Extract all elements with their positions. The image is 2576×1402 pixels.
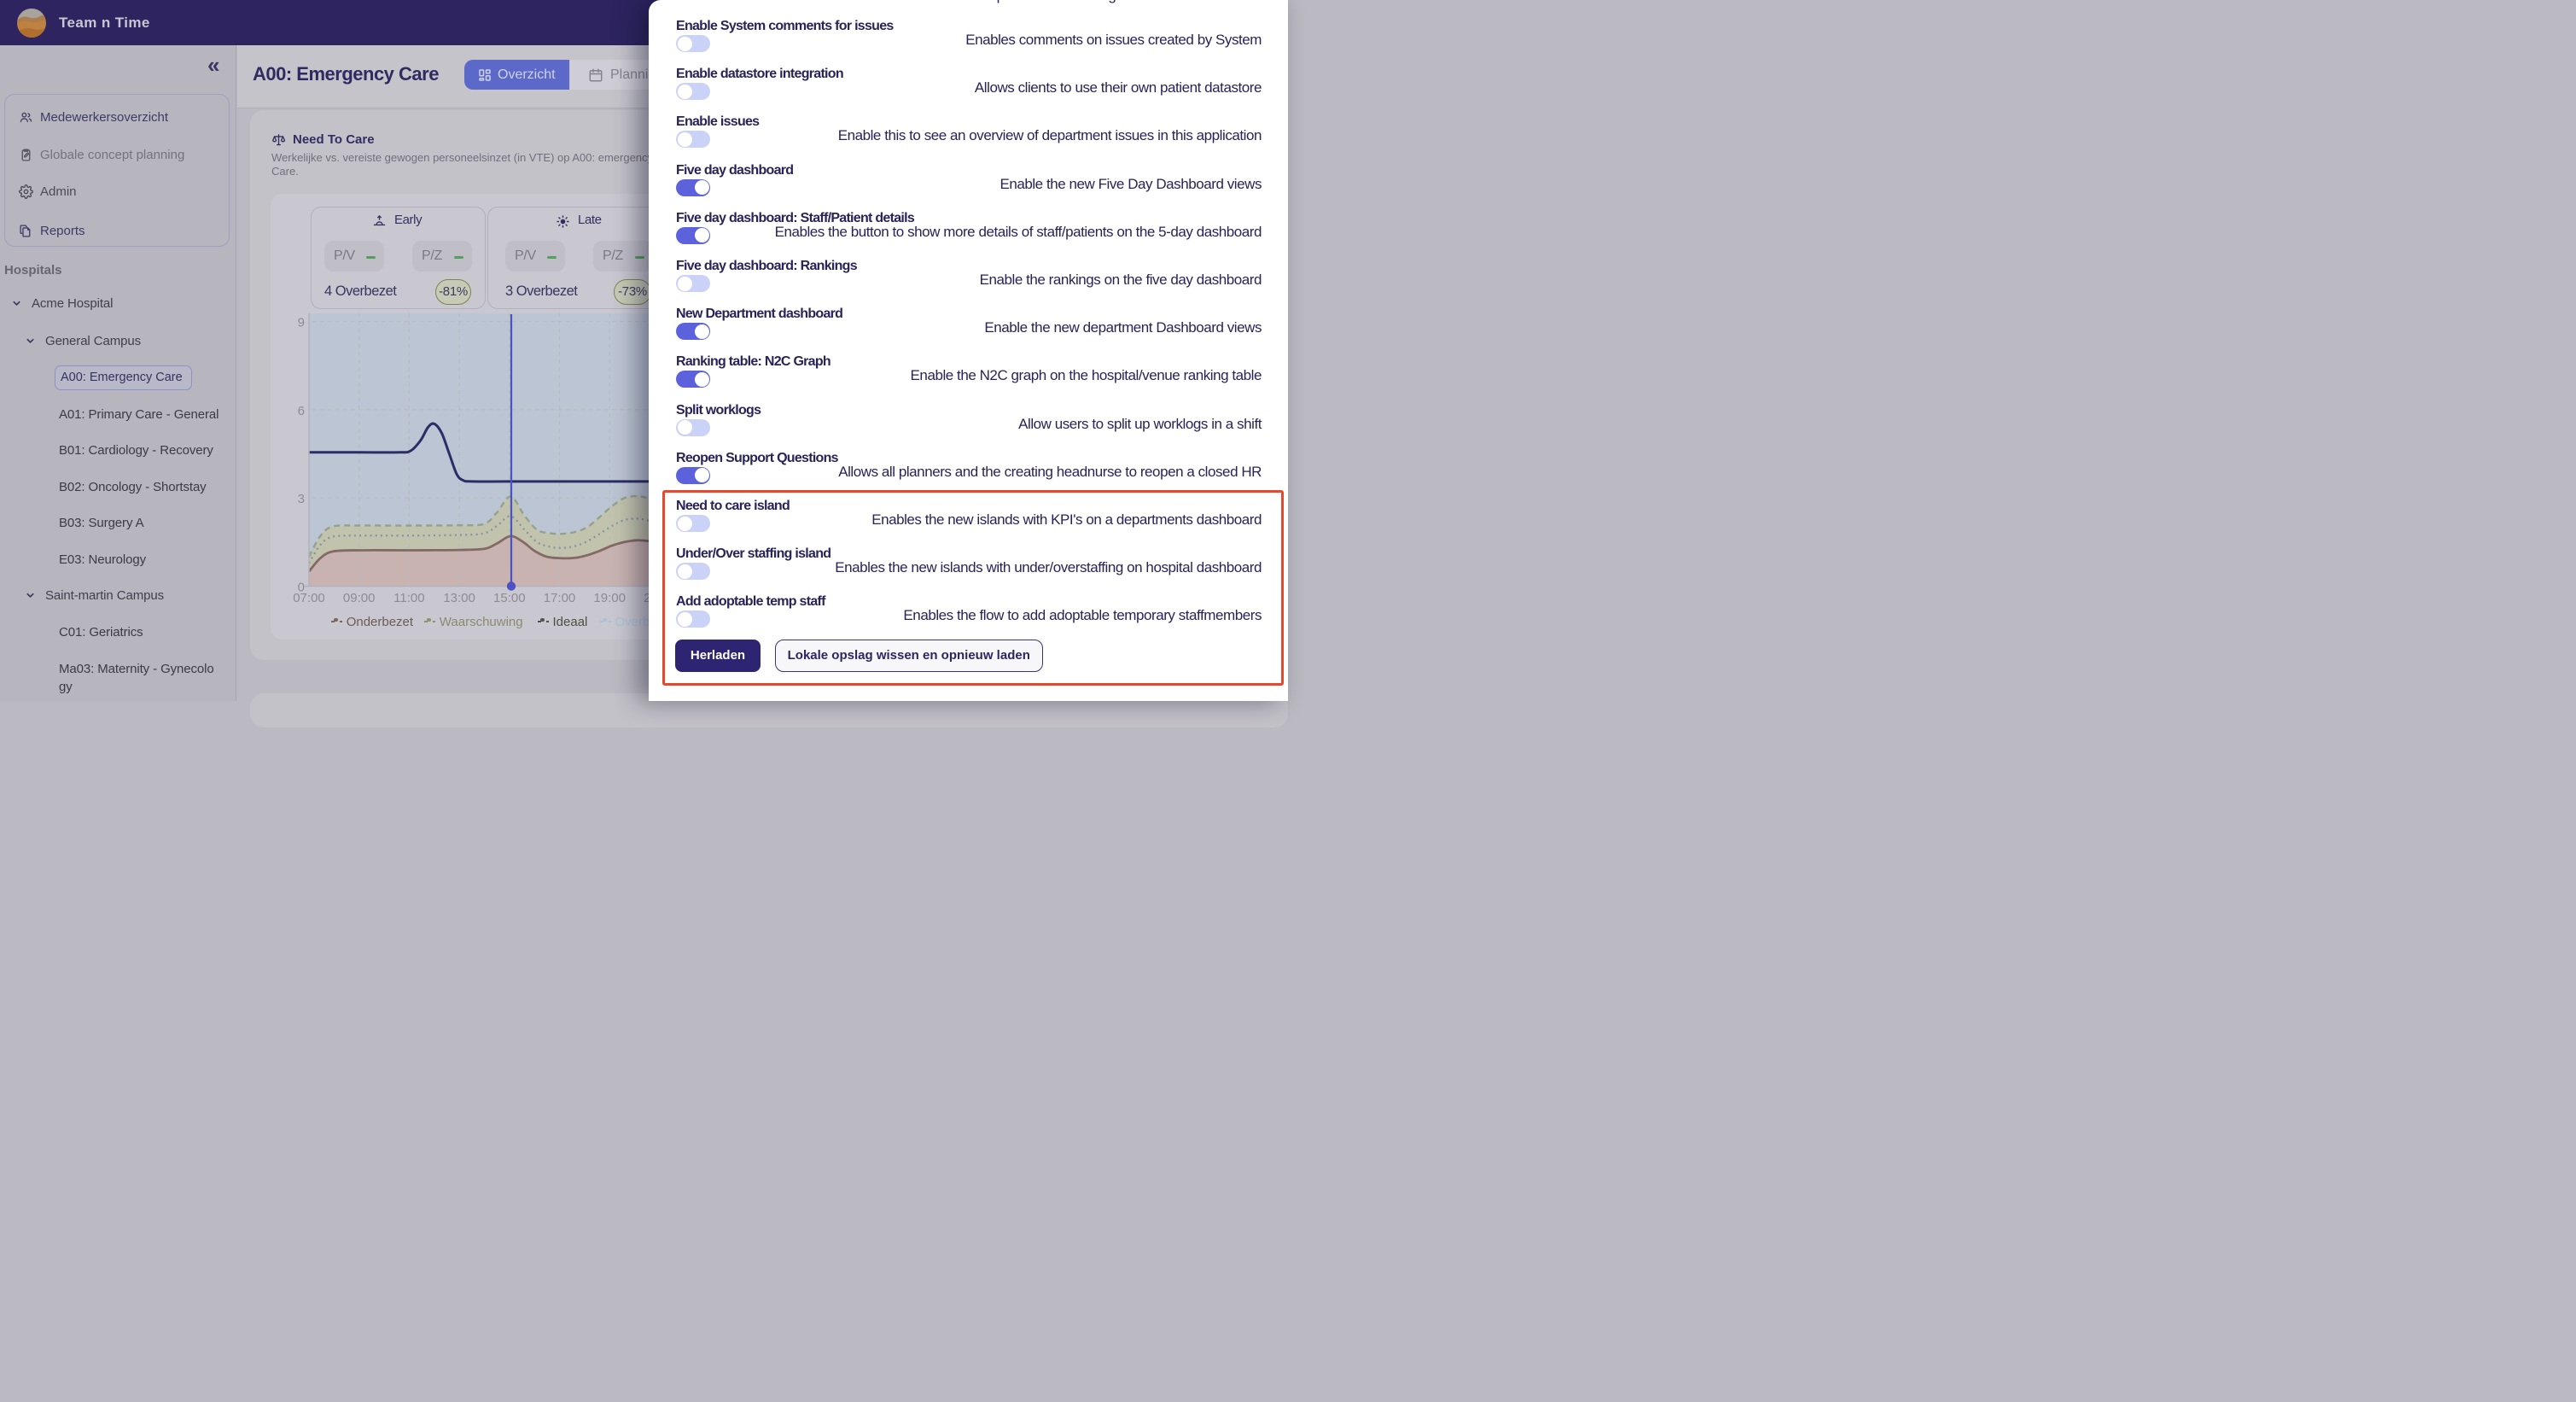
svg-text:3: 3 [298, 492, 305, 506]
svg-text:0: 0 [298, 581, 305, 595]
svg-text:13:00: 13:00 [443, 591, 475, 605]
svg-text:17:00: 17:00 [544, 591, 576, 605]
svg-text:6: 6 [298, 404, 305, 418]
svg-text:07:00: 07:00 [293, 591, 325, 605]
svg-text:19:00: 19:00 [593, 591, 626, 605]
svg-text:11:00: 11:00 [393, 591, 424, 605]
svg-text:09:00: 09:00 [343, 591, 376, 605]
svg-text:9: 9 [298, 316, 305, 330]
svg-text:15:00: 15:00 [493, 591, 526, 605]
